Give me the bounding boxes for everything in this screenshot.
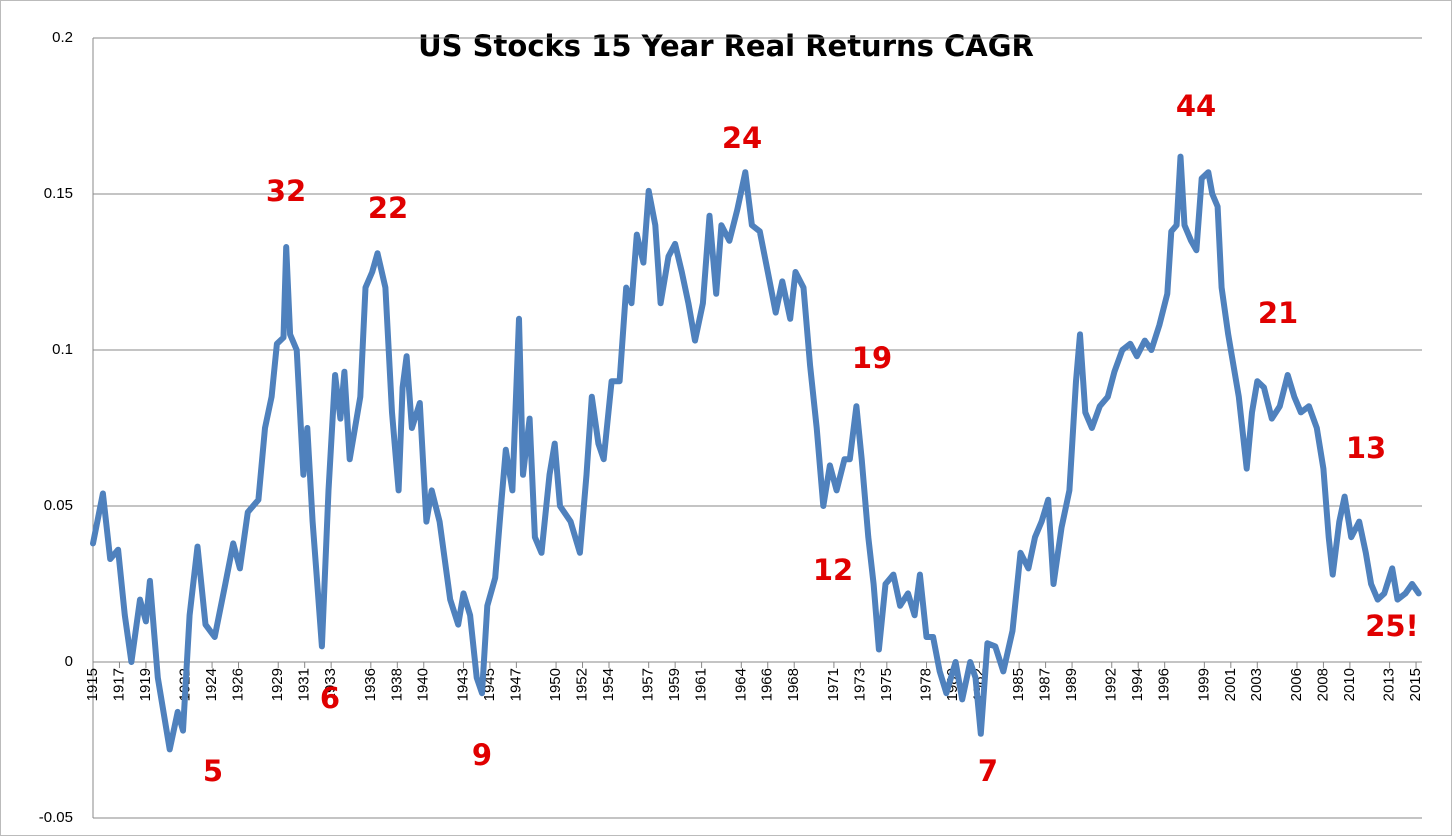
annotation: 44 <box>1176 89 1216 123</box>
x-tick-label: 1987 <box>1037 668 1054 701</box>
chart-title: US Stocks 15 Year Real Returns CAGR <box>418 29 1034 63</box>
x-tick-label: 2008 <box>1314 668 1331 701</box>
x-tick-label: 1936 <box>362 668 379 701</box>
x-tick-label: 1940 <box>415 668 432 701</box>
x-tick-label: 1943 <box>454 668 471 701</box>
x-tick-label: 1919 <box>137 668 154 701</box>
annotation: 24 <box>722 121 762 155</box>
x-tick-label: 1938 <box>388 668 405 701</box>
data-line <box>90 153 1422 753</box>
x-tick-label: 1994 <box>1129 668 1146 701</box>
x-tick-label: 1975 <box>878 668 895 701</box>
annotation: 22 <box>368 191 408 225</box>
x-tick-label: 1931 <box>296 668 313 701</box>
annotation: 5 <box>203 754 223 788</box>
x-tick-label: 2010 <box>1341 668 1358 701</box>
x-tick-label: 2006 <box>1288 668 1305 701</box>
x-tick-label: 1999 <box>1195 668 1212 701</box>
x-tick-label: 1992 <box>1103 668 1120 701</box>
x-tick-label: 1966 <box>759 668 776 701</box>
x-tick-label: 1996 <box>1156 668 1173 701</box>
x-tick-label: 2015 <box>1407 668 1424 701</box>
x-tick-label: 1968 <box>785 668 802 701</box>
x-tick-label: 1957 <box>640 668 657 701</box>
x-tick-label: 1954 <box>600 668 617 701</box>
x-tick-label: 1929 <box>269 668 286 701</box>
x-tick-label: 2003 <box>1248 668 1265 701</box>
x-tick-label: 1989 <box>1063 668 1080 701</box>
x-tick-label: 1961 <box>693 668 710 701</box>
x-tick-label: 2013 <box>1381 668 1398 701</box>
x-tick-label: 1959 <box>666 668 683 701</box>
x-tick-label: 1973 <box>851 668 868 701</box>
x-tick-label: 1933 <box>322 668 339 701</box>
x-tick-label: 1915 <box>84 668 101 701</box>
x-tick-label: 1978 <box>917 668 934 701</box>
annotation: 25! <box>1365 609 1419 643</box>
y-tick-label: 0.05 <box>44 497 73 514</box>
y-tick-label: 0.2 <box>52 29 73 46</box>
annotation: 7 <box>978 754 998 788</box>
x-tick-label: 1971 <box>825 668 842 701</box>
annotation: 19 <box>852 341 892 375</box>
y-tick-label: -0.05 <box>39 809 73 826</box>
x-tick-label: 1917 <box>110 668 127 701</box>
x-tick-label: 1947 <box>507 668 524 701</box>
annotation: 6 <box>320 681 340 715</box>
annotation: 21 <box>1258 296 1298 330</box>
y-tick-label: 0.15 <box>44 185 73 202</box>
annotation: 32 <box>266 174 306 208</box>
x-tick-label: 2001 <box>1222 668 1239 701</box>
x-tick-label: 1964 <box>732 668 749 701</box>
y-tick-label: 0.1 <box>52 341 73 358</box>
x-tick-label: 1924 <box>203 668 220 701</box>
x-tick-label: 1952 <box>573 668 590 701</box>
x-tick-label: 1950 <box>547 668 564 701</box>
x-tick-label: 1985 <box>1010 668 1027 701</box>
x-tick-label: 1926 <box>230 668 247 701</box>
annotation: 12 <box>813 553 853 587</box>
y-tick-label: 0 <box>65 653 73 670</box>
annotation: 9 <box>472 738 492 772</box>
annotation: 13 <box>1346 431 1386 465</box>
